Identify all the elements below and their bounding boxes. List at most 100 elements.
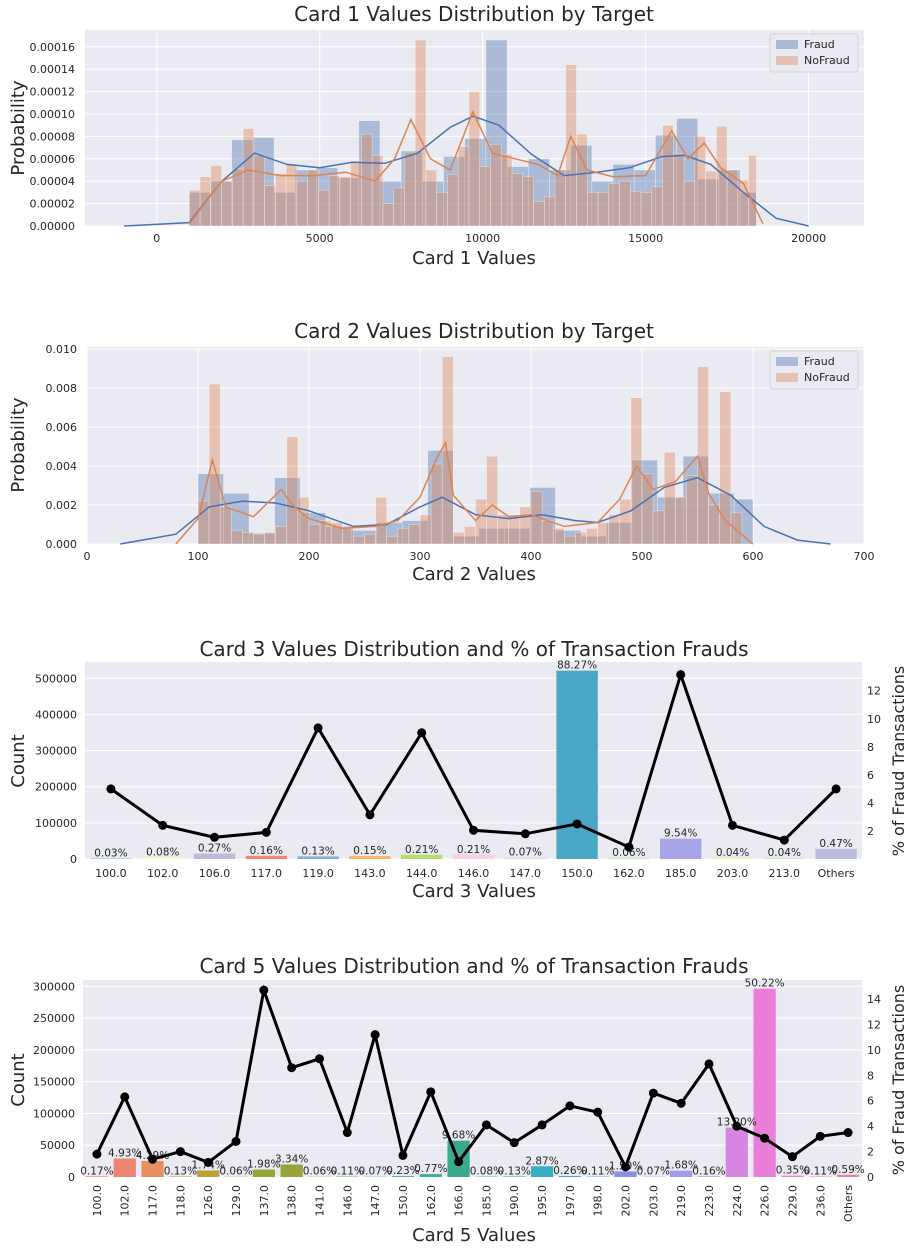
count-bar (614, 1171, 637, 1177)
fraud-rate-point (365, 810, 375, 820)
x-tick-label: 202.0 (620, 1185, 633, 1217)
x-tick-label: 500 (632, 550, 653, 563)
x-tick-label: 185.0 (480, 1185, 493, 1217)
histogram-bar (640, 192, 653, 227)
x-tick-label: 117.0 (147, 1185, 160, 1217)
percent-label: 0.07% (358, 1166, 391, 1178)
count-bar (113, 1158, 136, 1177)
x-tick-label: Others (842, 1185, 855, 1222)
histogram-bar (586, 192, 599, 227)
y-tick-label: 0.00014 (30, 63, 76, 76)
x-tick-label: 20000 (791, 232, 826, 245)
x-tick-label: 300 (410, 550, 431, 563)
x-tick-label: 144.0 (406, 867, 438, 880)
y-tick-label: 0.00010 (30, 108, 76, 121)
x-tick-label: 203.0 (647, 1185, 660, 1217)
chart-card1-distribution: 0 5000 10000 15000 20000 0.00000 0.00002 0.0000… (8, 2, 864, 269)
histogram-bar (719, 391, 732, 545)
count-bar (90, 858, 132, 859)
count-bar (193, 853, 236, 859)
y-tick-label: 150000 (33, 1076, 75, 1089)
histogram-bar (575, 531, 587, 545)
count-bar (608, 857, 650, 859)
histogram-bar (393, 187, 405, 227)
y-tick-label: 0.006 (46, 421, 78, 434)
percent-label: 0.21% (405, 844, 438, 856)
fraud-rate-point (624, 842, 634, 852)
histogram-bar (274, 477, 301, 545)
y-tick-label: 0.00004 (30, 175, 76, 188)
percent-label: 0.07% (637, 1166, 670, 1178)
histogram-bar (673, 152, 685, 227)
fraud-rate-point (815, 1131, 825, 1141)
fraud-rate-point (426, 1087, 436, 1097)
histogram-bar (441, 356, 454, 545)
x-tick-label: 150.0 (561, 867, 593, 880)
x-tick-label: 147.0 (510, 867, 542, 880)
histogram-bar (748, 155, 757, 227)
percent-label: 9.54% (664, 828, 697, 840)
fraud-rate-point (417, 728, 427, 738)
histogram-bar (307, 169, 319, 227)
x-tick-label: 400 (521, 550, 542, 563)
histogram-bar (730, 512, 743, 545)
count-bar (503, 1176, 526, 1177)
histogram-bar (253, 155, 265, 227)
y-tick-label: 300000 (35, 745, 77, 758)
legend-label: Fraud (804, 38, 835, 51)
fraud-rate-point (760, 1133, 770, 1143)
legend-label: NoFraud (804, 54, 850, 67)
percent-label: 1.68% (664, 1160, 697, 1172)
percent-label: 0.06% (612, 847, 645, 859)
histogram-bar (641, 473, 654, 545)
count-bar (753, 988, 776, 1177)
y-tick-label: 0.004 (46, 460, 78, 473)
percent-label: 0.35% (776, 1165, 809, 1177)
fraud-rate-point (704, 1059, 714, 1069)
percent-label: 50.22% (745, 978, 785, 990)
legend-box (769, 350, 859, 390)
legend-swatch (776, 56, 798, 65)
count-bar (169, 1176, 192, 1177)
count-bar (297, 856, 339, 859)
histogram-bar (543, 196, 556, 227)
x-tick-label: 198.0 (592, 1185, 605, 1217)
histogram-bar (308, 524, 321, 545)
x-tick-label: 119.0 (302, 867, 334, 880)
percent-label: 0.08% (470, 1166, 503, 1178)
histogram-bar (436, 192, 448, 227)
count-bar (349, 856, 391, 859)
kde-line-fraud (120, 476, 831, 545)
chart-title: Card 1 Values Distribution by Target (294, 2, 654, 26)
y-right-tick-label: 4 (867, 1120, 874, 1133)
y-tick-label: 200000 (33, 1044, 75, 1057)
histogram-bar (264, 185, 276, 227)
percent-label: 0.07% (509, 847, 542, 859)
histogram-bar (371, 155, 384, 227)
histogram-bar (519, 506, 532, 545)
y-tick-label: 0.008 (46, 382, 78, 395)
histogram-bar (597, 522, 609, 545)
count-bar (558, 1176, 582, 1177)
count-bar (419, 1174, 442, 1177)
histogram-bar (674, 496, 687, 545)
x-tick-label: 117.0 (251, 867, 283, 880)
x-tick-label: 147.0 (369, 1185, 382, 1217)
y-right-tick-label: 6 (867, 1095, 874, 1108)
histogram-bar (597, 192, 610, 227)
fraud-rate-point (148, 1154, 158, 1164)
chart-title: Card 2 Values Distribution by Target (294, 319, 654, 343)
x-tick-label: 229.0 (786, 1185, 799, 1217)
x-tick-label: 203.0 (717, 867, 749, 880)
histogram-bar (619, 498, 632, 545)
x-axis-label: Card 5 Values (412, 1225, 536, 1246)
percent-label: 0.03% (94, 847, 127, 859)
legend-swatch (776, 357, 798, 366)
percent-label: 0.16% (692, 1165, 725, 1177)
histogram-bar (318, 189, 330, 227)
x-tick-label: 195.0 (536, 1185, 549, 1217)
x-tick-label: 15000 (628, 232, 663, 245)
legend-label: Fraud (804, 355, 835, 368)
y-right-tick-label: 2 (867, 825, 874, 838)
histogram-bar (414, 39, 427, 227)
